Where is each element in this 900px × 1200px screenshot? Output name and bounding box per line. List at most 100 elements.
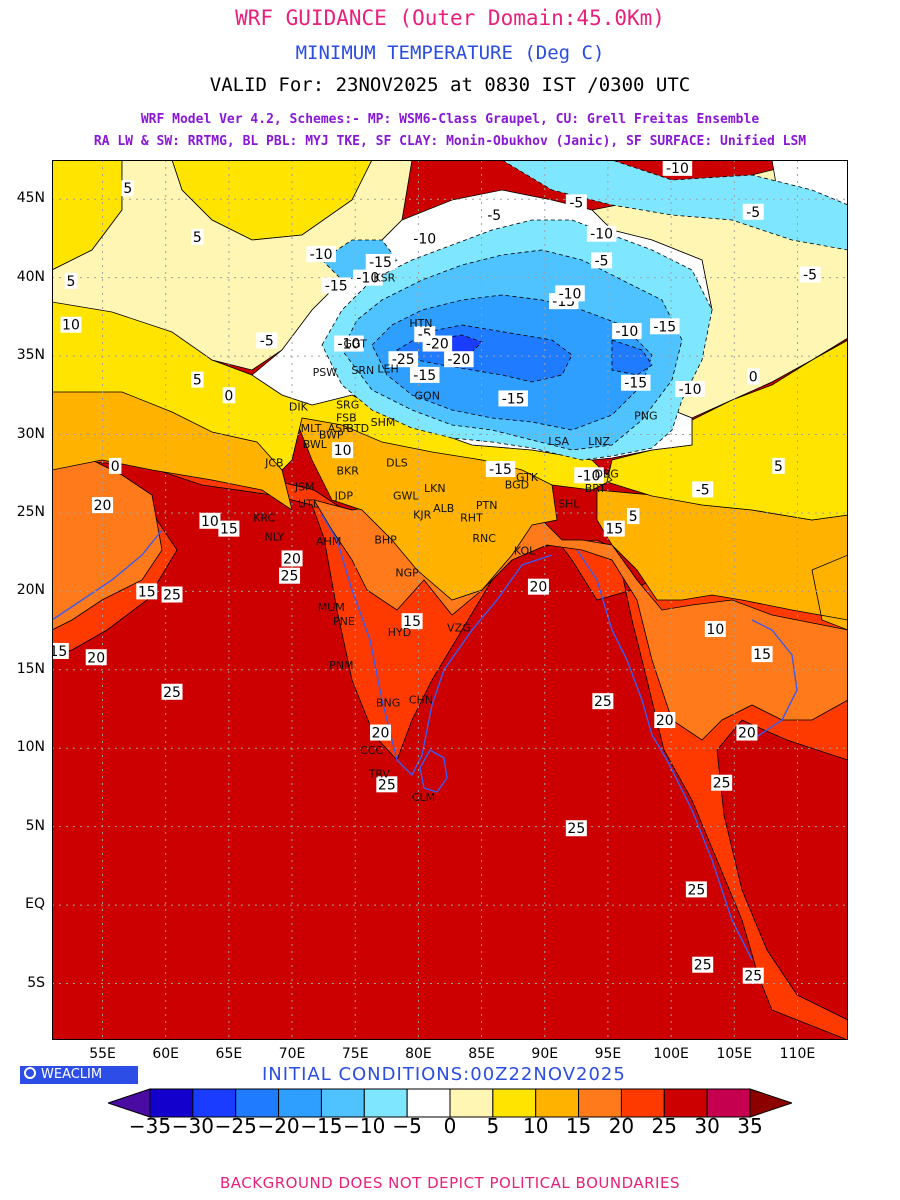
longitude-label: 85E <box>468 1046 495 1062</box>
station-code: PTN <box>476 499 498 512</box>
contour-label: 25 <box>161 683 183 701</box>
svg-text:5: 5 <box>66 274 75 290</box>
longitude-label: 80E <box>405 1046 432 1062</box>
svg-text:0: 0 <box>111 459 120 475</box>
latitude-label: 35N <box>16 347 45 364</box>
station-code: HTN <box>409 317 432 330</box>
latitude-label: 10N <box>16 739 45 756</box>
colorbar-tick-label: −10 <box>343 1114 386 1138</box>
svg-text:-20: -20 <box>447 352 470 368</box>
station-code: LSA <box>548 435 569 448</box>
contour-label: 5 <box>626 508 640 525</box>
station-code: RNC <box>472 532 496 545</box>
contour-label: 20 <box>281 550 303 567</box>
svg-text:20: 20 <box>738 726 756 742</box>
initial-conditions: INITIAL CONDITIONS:00Z22NOV2025 <box>262 1064 626 1085</box>
contour-label: -15 <box>650 318 680 335</box>
station-code: NGP <box>395 567 419 580</box>
colorbar-tick-label: 35 <box>737 1114 763 1138</box>
longitude-label: 95E <box>594 1046 622 1062</box>
contour-label: 25 <box>161 586 183 604</box>
station-code: PNG <box>634 410 657 423</box>
colorbar-min-arrow <box>108 1088 151 1118</box>
svg-text:-5: -5 <box>260 333 274 349</box>
svg-text:-5: -5 <box>696 482 710 498</box>
contour-label: 0 <box>108 457 122 475</box>
station-code: BHP <box>374 534 397 547</box>
contour-label: -10 <box>662 160 693 177</box>
station-code: GGT <box>344 338 368 351</box>
contour-label: 25 <box>279 567 301 585</box>
svg-text:-15: -15 <box>325 278 348 294</box>
svg-text:10: 10 <box>62 318 80 334</box>
latitude-label: 30N <box>16 425 45 442</box>
station-code: LKN <box>424 482 446 495</box>
svg-text:25: 25 <box>594 694 612 710</box>
svg-text:20: 20 <box>283 551 301 567</box>
svg-text:5: 5 <box>123 181 132 197</box>
contour-label: 0 <box>222 387 236 404</box>
colorbar <box>108 1088 792 1118</box>
contour-label: 15 <box>52 642 69 660</box>
station-code: DBG <box>594 468 618 481</box>
contour-label: -15 <box>365 253 396 271</box>
latitude-label: 5S <box>27 974 45 991</box>
contour-label: 10 <box>199 512 221 530</box>
svg-text:-15: -15 <box>502 391 525 407</box>
colorbar-tick-label: 25 <box>651 1114 678 1138</box>
contour-label: -10 <box>612 322 642 340</box>
colorbar-swatch <box>278 1088 322 1118</box>
contour-label: 15 <box>401 613 423 630</box>
colorbar-tick-label: −5 <box>392 1114 422 1138</box>
svg-text:-10: -10 <box>337 337 360 353</box>
colorbar-swatch <box>320 1088 365 1118</box>
svg-text:25: 25 <box>163 685 181 701</box>
station-code: SHM <box>371 416 396 429</box>
colorbar-ticks: −35 −30 −25 −20 −15 −10 −5 0 5 10 15 20 25 30 35 <box>0 1114 900 1138</box>
svg-text:-25: -25 <box>392 352 415 368</box>
svg-text:-15: -15 <box>624 376 647 392</box>
colorbar-swatch <box>663 1088 708 1118</box>
station-code: RHT <box>460 512 483 525</box>
svg-text:10: 10 <box>201 514 219 530</box>
station-code: MLT <box>301 422 322 435</box>
contour-label: 10 <box>332 442 354 459</box>
svg-text:25: 25 <box>163 588 181 604</box>
colorbar-swatch <box>578 1088 622 1118</box>
contour-label: -10 <box>409 230 440 247</box>
map-title: WRF GUIDANCE (Outer Domain:45.0Km) <box>235 6 665 30</box>
station-code: KJR <box>413 509 431 522</box>
svg-text:10: 10 <box>334 443 352 459</box>
svg-text:-5: -5 <box>746 205 760 221</box>
contour-label: 25 <box>685 881 707 898</box>
station-code: VZG <box>447 621 471 634</box>
contour-label: 5 <box>191 228 204 246</box>
model-schemes-line-2: RA LW & SW: RRTMG, BL PBL: MYJ TKE, SF C… <box>93 134 807 149</box>
svg-text:15: 15 <box>753 647 771 663</box>
contour-label: -5 <box>483 206 505 224</box>
station-code: BRT <box>585 482 606 495</box>
contour-label: 25 <box>592 693 614 710</box>
coastline <box>52 514 798 961</box>
svg-text:-5: -5 <box>595 253 609 269</box>
svg-text:0: 0 <box>224 388 233 404</box>
contour-label: 5 <box>121 180 135 197</box>
contour-label: -10 <box>574 467 604 484</box>
station-code: BNG <box>376 697 400 710</box>
contour-label: -10 <box>353 269 383 287</box>
station-code: LEH <box>377 363 398 376</box>
svg-text:0: 0 <box>749 369 758 385</box>
station-code: PNM <box>329 659 353 672</box>
contour-label: 20 <box>85 649 107 666</box>
svg-text:5: 5 <box>629 509 638 525</box>
longitude-label: 110E <box>779 1046 816 1062</box>
colorbar-swatch <box>492 1088 537 1118</box>
contour-label: 5 <box>191 371 204 389</box>
station-code: NLY <box>265 530 285 543</box>
latitude-label: EQ <box>25 896 45 913</box>
svg-text:15: 15 <box>605 522 623 538</box>
contour-label: -15 <box>485 461 516 478</box>
station-code: AHM <box>316 535 341 548</box>
station-code: BKR <box>336 465 359 478</box>
station-code: GTK <box>516 471 539 484</box>
